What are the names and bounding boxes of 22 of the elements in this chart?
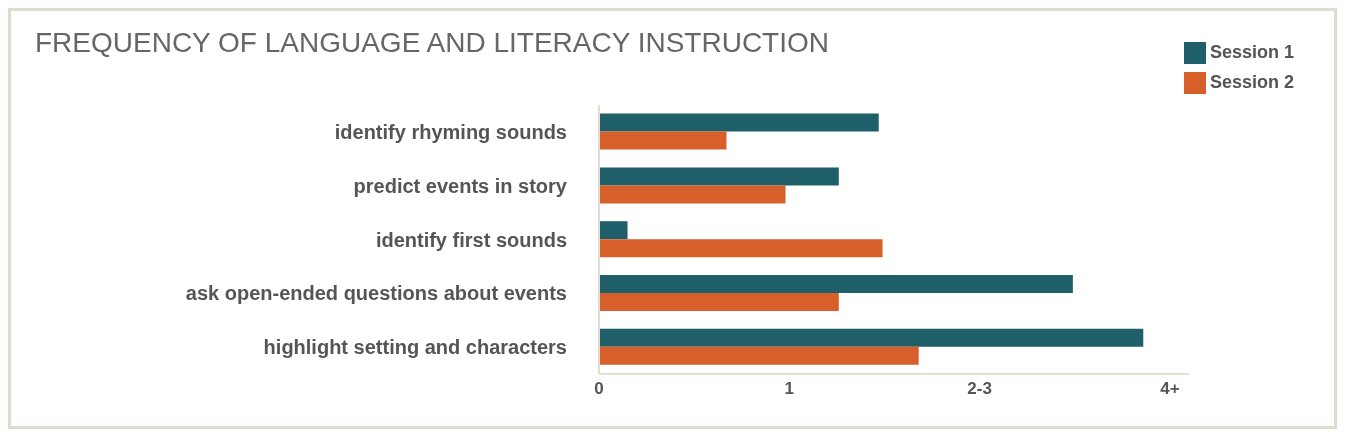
x-tick-label: 1 — [784, 379, 795, 399]
bar — [599, 113, 879, 132]
y-tick-label: predict events in story — [353, 174, 568, 197]
bar — [599, 167, 839, 186]
y-tick-label: highlight setting and characters — [263, 336, 567, 359]
bar — [599, 328, 1144, 347]
y-tick-label: identify first sounds — [375, 228, 567, 251]
bar — [599, 131, 727, 150]
bar — [599, 221, 628, 240]
legend-label: Session 1 — [1209, 42, 1294, 62]
bar — [599, 239, 883, 258]
x-tick-label: 0 — [594, 379, 604, 399]
bar — [599, 293, 839, 312]
x-tick-label: 2-3 — [967, 379, 992, 399]
y-tick-label: identify rhyming sounds — [334, 121, 567, 143]
bar — [599, 185, 786, 204]
x-tick-label: 4+ — [1160, 379, 1180, 399]
bar — [599, 346, 919, 365]
y-tick-label: ask open-ended questions about events — [185, 282, 567, 305]
bar — [599, 275, 1073, 294]
chart-title: FREQUENCY OF LANGUAGE AND LITERACY INSTRUCTION — [35, 27, 829, 59]
legend-label: Session 2 — [1209, 72, 1294, 92]
